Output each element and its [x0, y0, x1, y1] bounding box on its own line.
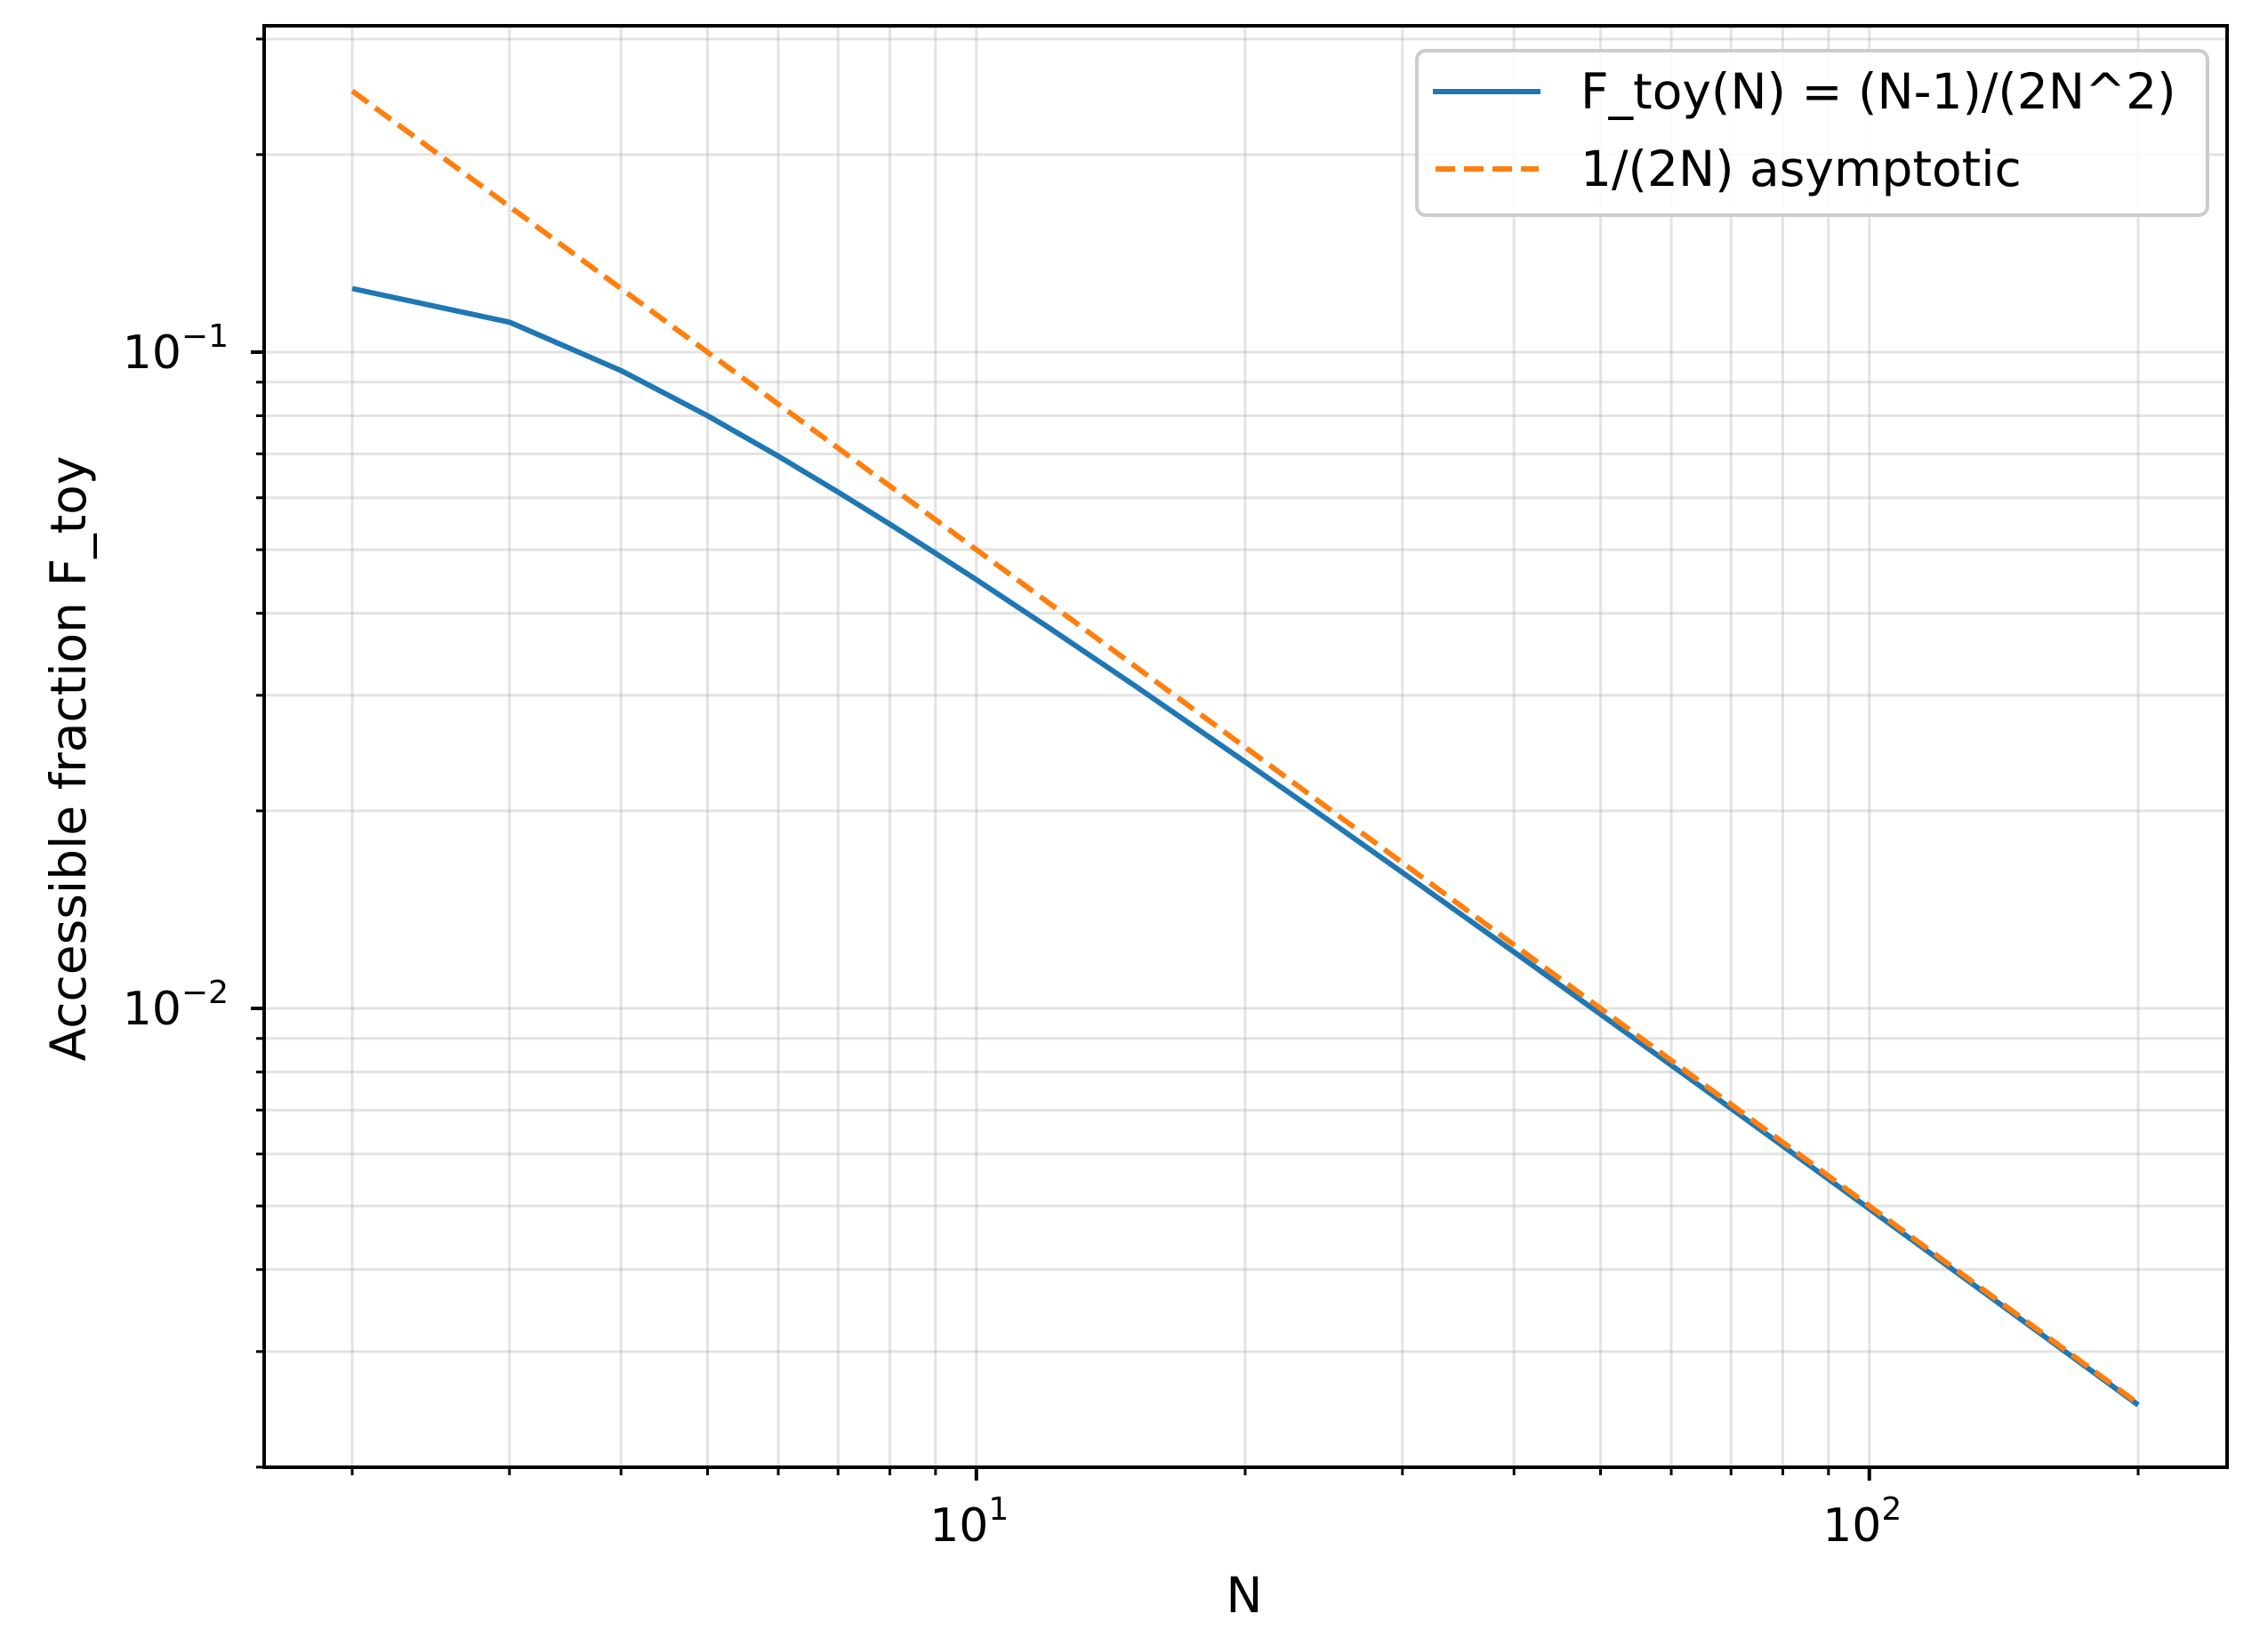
x-axis-label: N — [1226, 1567, 1262, 1624]
y-tick-label: 10−2 — [123, 975, 229, 1036]
series-ftoy-line — [351, 285, 2140, 1408]
series-asymptotic-line — [350, 88, 2140, 1406]
legend: F_toy(N) = (N-1)/(2N^2) 1/(2N) asymptoti… — [1415, 49, 2209, 217]
y-ticks — [251, 37, 264, 1469]
x-gridlines — [350, 26, 2140, 1467]
series-layer — [350, 88, 2140, 1408]
plot-area — [251, 24, 2229, 1481]
y-axis-label: Accessible fraction F_toy — [40, 456, 97, 1062]
x-ticks — [350, 1467, 2140, 1481]
legend-label-asymptotic: 1/(2N) asymptotic — [1580, 141, 2022, 197]
y-gridlines — [264, 37, 2227, 1469]
legend-box — [1415, 49, 2209, 217]
legend-label-ftoy: F_toy(N) = (N-1)/(2N^2) — [1580, 63, 2176, 120]
